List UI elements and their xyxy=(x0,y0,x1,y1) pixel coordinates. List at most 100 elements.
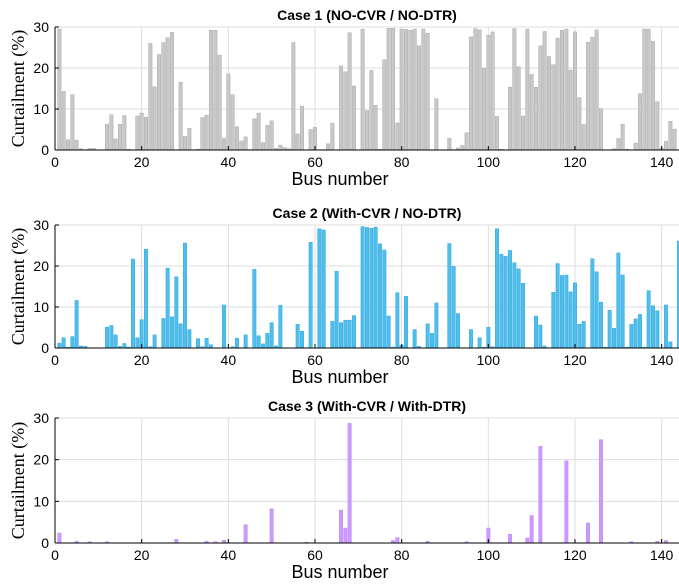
bar xyxy=(226,73,231,151)
bar xyxy=(170,32,174,151)
y-tick-label: 20 xyxy=(33,452,49,468)
bar xyxy=(555,37,560,151)
x-tick-label: 140 xyxy=(650,547,674,563)
bar xyxy=(109,114,114,151)
bar xyxy=(317,228,322,349)
bar xyxy=(204,337,209,349)
bar xyxy=(243,524,248,544)
y-axis-label: Curtailment (%) xyxy=(8,228,29,345)
y-tick-label: 0 xyxy=(41,535,49,551)
bar xyxy=(451,266,456,349)
bar xyxy=(252,269,257,349)
bar xyxy=(499,253,504,349)
bar xyxy=(542,31,547,151)
bar xyxy=(495,116,499,151)
bar xyxy=(261,142,265,151)
bar xyxy=(183,242,187,349)
bar xyxy=(655,310,660,349)
x-tick-label: 20 xyxy=(134,154,150,170)
bar xyxy=(521,115,525,151)
bar xyxy=(295,324,300,349)
bar xyxy=(512,28,517,151)
bar xyxy=(373,226,378,349)
bar xyxy=(677,240,679,349)
bar xyxy=(261,343,265,349)
bar xyxy=(70,94,75,151)
bar xyxy=(152,334,157,349)
bar xyxy=(434,302,439,349)
bar xyxy=(148,43,153,151)
bar xyxy=(534,315,538,349)
bar xyxy=(365,110,369,151)
bar xyxy=(230,94,235,151)
bar xyxy=(213,30,218,151)
x-tick-label: 0 xyxy=(51,547,59,563)
x-tick-label: 100 xyxy=(477,352,501,368)
bar xyxy=(672,128,677,151)
bar xyxy=(187,329,192,349)
bar xyxy=(196,338,200,349)
y-tick-label: 10 xyxy=(33,101,49,117)
bar xyxy=(564,460,569,544)
bar xyxy=(503,255,508,349)
bar xyxy=(521,283,525,349)
x-tick-label: 20 xyxy=(134,352,150,368)
bar xyxy=(646,28,651,151)
bar xyxy=(243,136,248,151)
x-tick-label: 0 xyxy=(51,352,59,368)
bar xyxy=(399,28,404,151)
bar xyxy=(538,324,543,349)
bar xyxy=(74,139,79,151)
bar xyxy=(131,258,135,349)
bar xyxy=(412,329,417,349)
bar xyxy=(105,123,109,151)
bar xyxy=(161,42,166,151)
bar xyxy=(633,318,638,349)
bar xyxy=(529,74,534,151)
bar xyxy=(165,37,170,151)
bar xyxy=(620,274,625,349)
bar xyxy=(373,105,378,151)
bar xyxy=(300,330,304,349)
bar xyxy=(178,323,183,349)
bar xyxy=(222,304,226,349)
bar xyxy=(395,122,400,151)
bar xyxy=(278,144,283,151)
bar xyxy=(161,318,166,349)
bar xyxy=(430,333,434,349)
bar xyxy=(165,267,170,349)
x-axis-label: Bus number xyxy=(291,169,388,189)
bar xyxy=(152,86,157,151)
y-axis-label: Curtailment (%) xyxy=(8,422,29,539)
bar xyxy=(178,82,183,151)
bar xyxy=(339,509,343,544)
x-tick-label: 100 xyxy=(477,154,501,170)
x-tick-label: 80 xyxy=(394,352,410,368)
bar xyxy=(651,305,655,349)
bar xyxy=(347,32,352,151)
chart-panel-2: 0 20 40 60 80 100 120 140 0 10 20 30 Case 2 (With-CV… xyxy=(8,205,679,387)
x-axis-label: Bus number xyxy=(291,562,388,582)
bar xyxy=(590,258,595,349)
bar xyxy=(551,292,556,349)
bar xyxy=(382,249,387,349)
bar xyxy=(577,97,582,151)
bar xyxy=(525,537,530,544)
bar xyxy=(664,304,668,349)
bar xyxy=(616,138,621,151)
chart-panel-1: 0 20 40 60 80 100 120 140 0 10 20 30 Case 1 (NO-CVR … xyxy=(8,7,679,189)
bar xyxy=(508,250,512,349)
bar xyxy=(469,36,473,151)
bar xyxy=(135,115,140,151)
bar xyxy=(642,28,647,151)
bar xyxy=(347,319,352,349)
bar xyxy=(204,114,209,151)
bar xyxy=(564,28,569,151)
bar xyxy=(57,28,62,151)
bar xyxy=(386,28,391,151)
bar xyxy=(391,28,395,151)
bar xyxy=(482,68,486,151)
bar xyxy=(187,128,192,151)
chart-title: Case 2 (With-CVR / NO-DTR) xyxy=(273,205,462,221)
bar xyxy=(590,37,595,151)
